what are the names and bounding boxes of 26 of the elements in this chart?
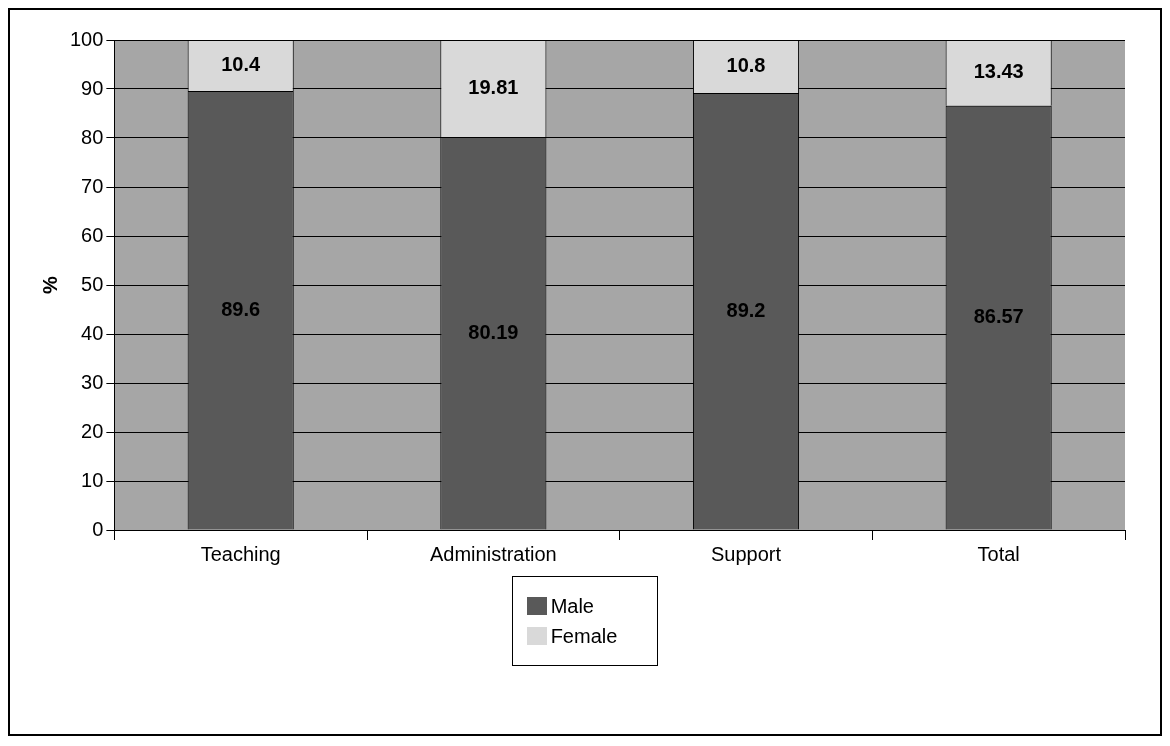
x-tick-label: Administration [430,542,557,565]
x-tick-label: Support [710,542,782,565]
data-label: 19.81 [468,76,519,99]
y-axis-title: % [38,275,61,294]
y-tick-label: 90 [81,76,104,99]
data-label: 86.57 [973,305,1024,328]
y-tick-label: 0 [92,517,104,540]
legend-label: Female [550,624,618,649]
data-label: 89.2 [726,298,766,321]
data-label: 10.8 [726,53,766,76]
y-tick-label: 50 [81,272,104,295]
y-tick-label: 40 [81,321,104,344]
data-label: 89.6 [221,297,261,320]
y-tick-label: 10 [81,468,104,491]
y-tick-label: 60 [81,223,104,246]
data-label: 13.43 [973,60,1024,83]
data-label: 80.19 [468,320,519,343]
y-tick-label: 30 [81,370,104,393]
y-tick-label: 20 [81,419,104,442]
y-tick-label: 70 [81,174,104,197]
legend-label: Male [550,594,594,619]
x-tick-label: Teaching [200,542,281,565]
y-tick-label: 100 [69,27,104,50]
x-tick-label: Total [977,542,1020,565]
y-tick-label: 80 [81,125,104,148]
data-label: 10.4 [221,53,262,75]
